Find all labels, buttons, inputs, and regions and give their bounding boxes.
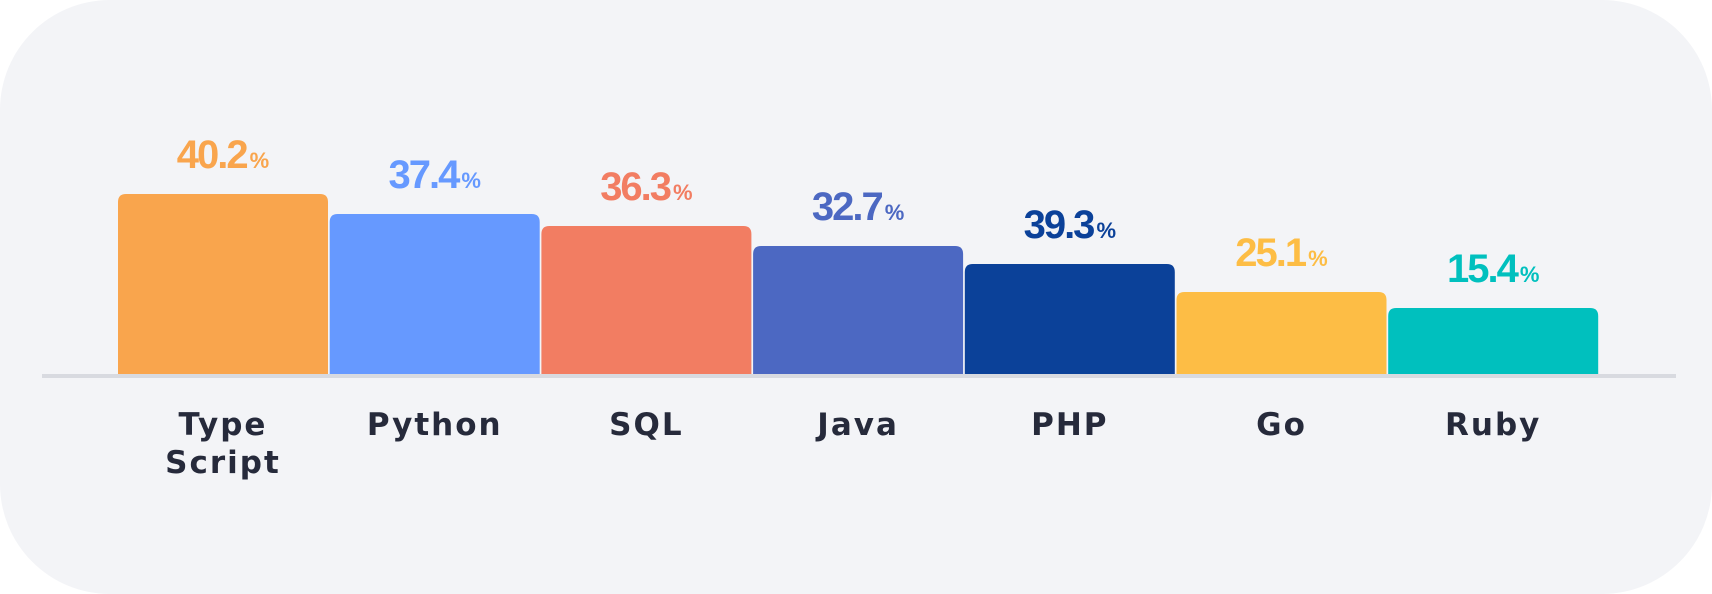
bars-layer: [118, 194, 1599, 374]
value-label-6: 15.4%: [1447, 247, 1539, 291]
value-label-0: 40.2%: [177, 133, 269, 177]
bar-3: [753, 246, 964, 374]
value-label-1: 37.4%: [388, 153, 480, 197]
value-label-4: 39.3%: [1024, 203, 1116, 247]
category-label-4: PHP: [1031, 407, 1108, 443]
bar-6: [1388, 308, 1599, 374]
category-label-6: Ruby: [1445, 407, 1541, 443]
category-label-3: Java: [815, 407, 899, 443]
bar-4: [964, 264, 1175, 374]
category-label-1: Python: [367, 407, 503, 443]
bar-1: [329, 214, 540, 374]
value-label-3: 32.7%: [812, 185, 904, 229]
value-label-5: 25.1%: [1235, 231, 1327, 275]
bar-0: [118, 194, 328, 374]
labels-layer: 40.2 % Type Script 37.4 % Python 36.3 % SQL 32.7 % J…: [165, 133, 1541, 481]
category-label-0: Type Script: [165, 407, 281, 481]
bar-2: [541, 226, 752, 374]
category-label-2: SQL: [609, 407, 683, 443]
value-label-2: 36.3%: [600, 165, 692, 209]
category-label-5: Go: [1256, 407, 1307, 443]
bar-5: [1176, 292, 1387, 374]
